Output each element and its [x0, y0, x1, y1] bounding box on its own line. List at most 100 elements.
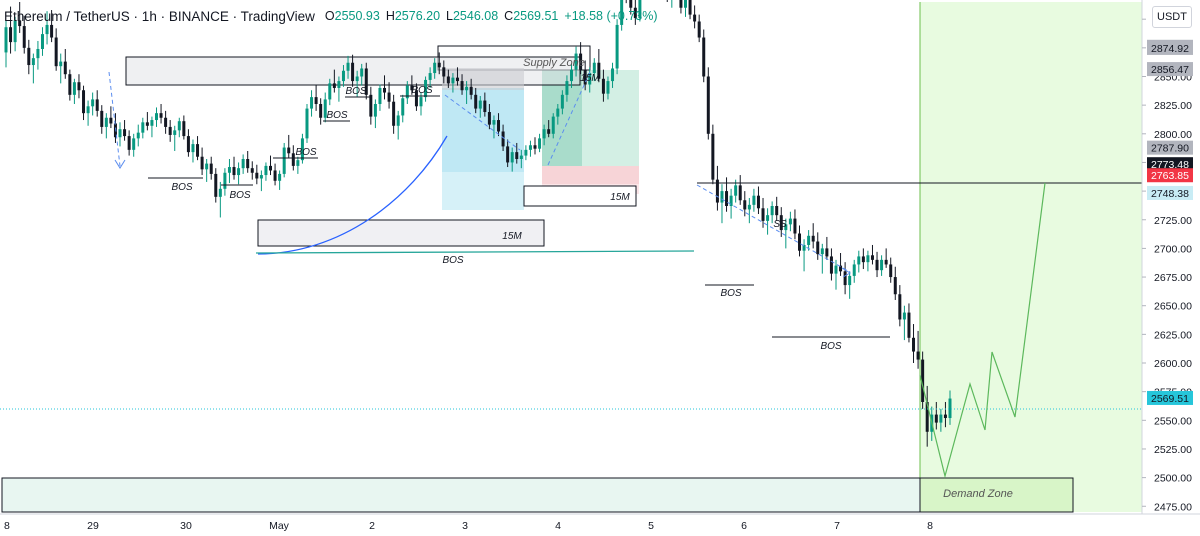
candle-down: [743, 200, 747, 210]
projection-zone: [920, 2, 1142, 512]
candle-down: [497, 120, 501, 132]
candle-down: [738, 185, 742, 201]
position-entry-zone: [442, 88, 524, 172]
long-sl-zone: [542, 166, 639, 184]
candle-up: [588, 73, 592, 85]
candle-up: [72, 82, 76, 95]
candle-down: [351, 62, 355, 82]
price-tick-label: 2675.00: [1154, 272, 1192, 284]
candle-down: [273, 170, 277, 181]
candle-up: [857, 256, 861, 265]
candle-down: [27, 47, 31, 66]
candle-up: [551, 116, 555, 134]
candle-down: [756, 195, 760, 209]
candle-up: [528, 145, 532, 150]
candle-up: [31, 58, 35, 66]
box-15m-label: 15M: [502, 231, 522, 242]
candle-up: [227, 167, 231, 173]
candle-down: [159, 113, 163, 118]
price-tag-bg: [1147, 390, 1193, 405]
candle-up: [852, 264, 856, 276]
candle-down: [9, 27, 13, 43]
candle-down: [829, 256, 833, 274]
candle-down: [164, 117, 168, 127]
candle-up: [747, 204, 751, 210]
candle-down: [250, 168, 254, 173]
candle-up: [346, 62, 350, 71]
dashed-ss-line: [696, 184, 851, 273]
candle-down: [907, 312, 911, 338]
candle-up: [205, 163, 209, 170]
candle-up: [734, 185, 738, 196]
candle-down: [50, 24, 54, 38]
candle-down: [95, 99, 99, 111]
candle-up: [770, 206, 774, 216]
dashed-arrow-left-head: [114, 159, 126, 169]
candle-down: [474, 94, 478, 109]
candle-up: [259, 175, 263, 179]
candle-down: [145, 122, 149, 126]
time-tick-label: 4: [555, 520, 561, 532]
price-tag: 2787.90: [1151, 143, 1189, 155]
candle-up: [150, 120, 154, 126]
price-tick-label: 2650.00: [1154, 301, 1192, 313]
candle-down: [68, 74, 72, 95]
candle-down: [383, 87, 387, 93]
price-tick-label: 2600.00: [1154, 358, 1192, 370]
demand-zone-left: [1, 477, 921, 513]
candle-up: [132, 138, 136, 150]
candle-up: [241, 159, 245, 169]
candle-up: [355, 76, 359, 82]
candle-down: [547, 129, 551, 134]
candle-down: [816, 241, 820, 255]
candle-up: [59, 61, 63, 67]
open-value: 2550.93: [334, 9, 380, 23]
price-tick-label: 2825.00: [1154, 100, 1192, 112]
bos-label: BOS: [345, 86, 366, 97]
close-value: 2569.51: [513, 9, 559, 23]
price-tick-label: 2500.00: [1154, 473, 1192, 485]
time-axis[interactable]: 8 29 30 May 2 3 4 5 6 7 8: [0, 513, 1200, 536]
candle-down: [387, 92, 391, 102]
price-axis[interactable]: 2900.002875.002850.002825.002800.002775.…: [1141, 0, 1200, 536]
candle-down: [779, 215, 783, 231]
candle-up: [154, 113, 158, 121]
candle-up: [820, 248, 824, 255]
candle-up: [592, 62, 596, 74]
candle-up: [13, 20, 17, 43]
candle-up: [296, 160, 300, 166]
candle-up: [465, 86, 469, 91]
drawings-front-layer: [0, 71, 1142, 479]
candle-down: [182, 121, 186, 137]
candle-up: [378, 87, 382, 104]
bos-label: BOS: [720, 288, 741, 299]
currency-button[interactable]: USDT: [1152, 6, 1192, 28]
price-tag: 2856.47: [1151, 64, 1189, 76]
candle-down: [287, 147, 291, 154]
change-value: +18.58 (+0.73%): [564, 9, 658, 23]
candle-down: [702, 37, 706, 77]
price-tag-bg: [1147, 40, 1193, 55]
candle-down: [469, 86, 473, 95]
candle-down: [597, 62, 601, 79]
box-15m-mid: [523, 185, 637, 207]
candle-down: [442, 67, 446, 77]
candle-down: [761, 208, 765, 221]
candle-up: [606, 81, 610, 94]
candle-down: [196, 144, 200, 157]
candle-down: [460, 81, 464, 91]
candle-up: [492, 120, 496, 125]
candle-up: [784, 224, 788, 231]
candle-down: [715, 179, 719, 203]
candle-up: [948, 398, 952, 419]
candle-down: [314, 97, 318, 104]
price-tag-bg: [1147, 168, 1193, 183]
candle-down: [369, 94, 373, 117]
price-tag: 2748.38: [1151, 188, 1189, 200]
candle-up: [638, 0, 642, 19]
bos-label: BOS: [171, 182, 192, 193]
symbol-title[interactable]: Ethereum / TetherUS · 1h · BINANCE · Tra…: [4, 8, 315, 24]
ohlc-readout: O2550.93 H2576.20 L2546.08 C2569.51 +18.…: [325, 9, 658, 23]
